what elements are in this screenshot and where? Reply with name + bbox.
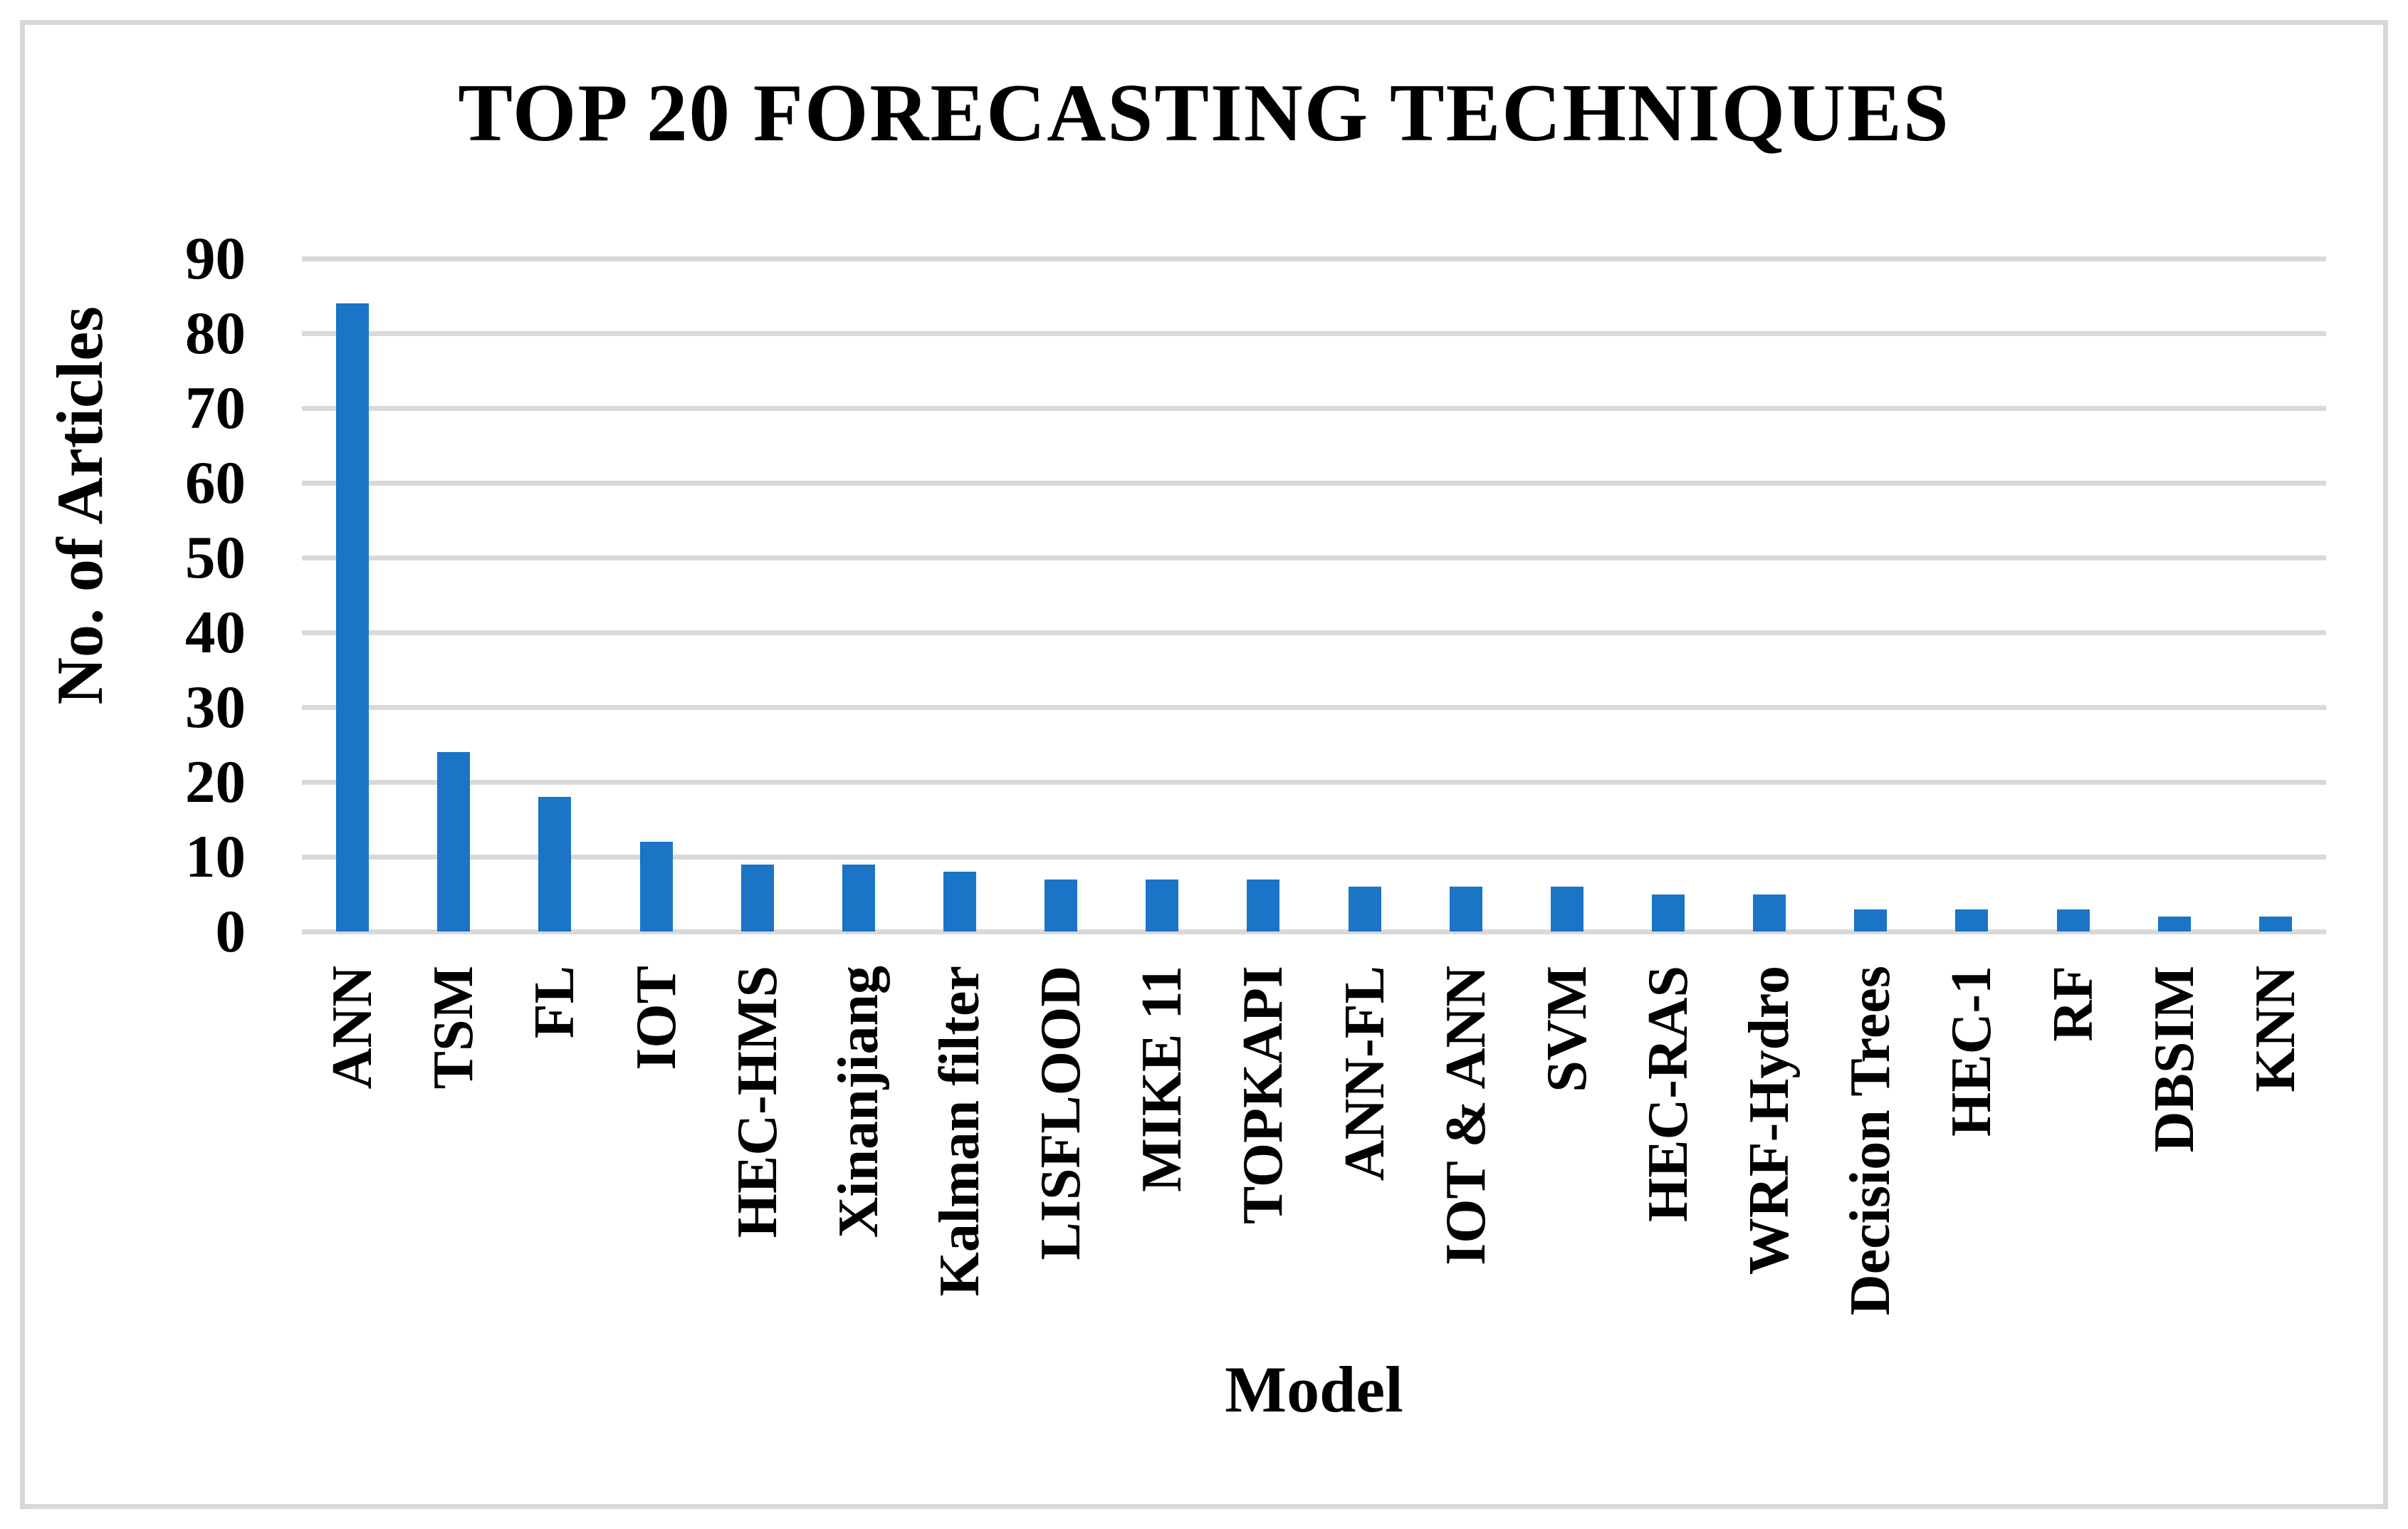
x-category-cell: TOPKAPI: [1213, 966, 1314, 1393]
y-tick-label-50: 50: [185, 523, 246, 591]
y-tick-label-0: 0: [215, 897, 246, 965]
x-category-cell: Xinanjiang: [808, 966, 909, 1393]
bar-kalman-filter: [943, 872, 976, 932]
y-tick-label-80: 80: [185, 299, 246, 367]
y-axis-tick-labels: 0 10 20 30 40 50 60 70 80 90: [71, 228, 246, 961]
bar-svm: [1550, 887, 1583, 932]
x-category-cell: Kalman filter: [909, 966, 1010, 1393]
x-category-cell: SVM: [1517, 966, 1618, 1393]
y-tick-label-90: 90: [185, 224, 246, 292]
x-category-cell: ANN: [302, 966, 403, 1393]
y-tick-label-40: 40: [185, 598, 246, 666]
gridline-y-90: [302, 256, 2326, 261]
x-category-cell: MIKE 11: [1111, 966, 1213, 1393]
x-category-cell: Decision Trees: [1820, 966, 1921, 1393]
gridline-y-60: [302, 480, 2326, 486]
y-tick-label-20: 20: [185, 748, 246, 815]
x-category-label: MIKE 11: [1131, 966, 1194, 1192]
x-category-label: FL: [523, 966, 587, 1039]
x-category-cell: TSM: [403, 966, 504, 1393]
bar-ann-fl: [1348, 887, 1381, 932]
bar-xinanjiang: [842, 864, 875, 932]
x-category-label: Xinanjiang: [827, 966, 890, 1238]
x-category-label: ANN-FL: [1333, 966, 1396, 1181]
x-category-cell: HEC-HMS: [707, 966, 808, 1393]
bar-ann: [336, 303, 370, 932]
x-category-cell: DBSIM: [2124, 966, 2225, 1393]
plot-area: [302, 256, 2326, 934]
bar-lisflood: [1045, 879, 1078, 932]
bar-iot-ann: [1449, 887, 1482, 932]
y-tick-label-30: 30: [185, 673, 246, 741]
x-category-label: IOT: [624, 966, 688, 1070]
x-category-label: HEC-HMS: [726, 966, 789, 1238]
x-axis-category-labels: ANN TSM FL IOT HEC-HMS Xinanjiang Kalman filte…: [302, 966, 2326, 1393]
bar-fl: [538, 797, 572, 932]
bar-tsm: [437, 752, 471, 932]
bar-rf: [2056, 909, 2090, 932]
x-category-label: RF: [2041, 966, 2105, 1042]
x-category-cell: ANN-FL: [1314, 966, 1415, 1393]
x-category-cell: IOT: [605, 966, 706, 1393]
x-category-label: TOPKAPI: [1232, 966, 1295, 1225]
x-category-label: LISFLOOD: [1030, 966, 1093, 1261]
x-category-cell: HEC-1: [1921, 966, 2022, 1393]
x-category-cell: FL: [504, 966, 605, 1393]
figure-border: [20, 20, 2388, 1509]
x-category-label: DBSIM: [2142, 966, 2206, 1153]
x-category-label: ANN: [321, 966, 384, 1090]
bar-wrf-hydro: [1753, 894, 1786, 932]
x-category-cell: LISFLOOD: [1010, 966, 1111, 1393]
bar-decision-trees: [1854, 909, 1888, 932]
gridline-y-50: [302, 555, 2326, 560]
x-category-cell: HEC-RAS: [1618, 966, 1719, 1393]
gridline-y-20: [302, 779, 2326, 785]
x-category-cell: RF: [2023, 966, 2124, 1393]
chart-title: TOP 20 FORECASTING TECHNIQUES: [458, 68, 1950, 158]
bar-knn: [2258, 917, 2292, 932]
x-category-cell: WRF-Hydro: [1719, 966, 1820, 1393]
x-category-label: IOT & ANN: [1434, 966, 1497, 1266]
x-category-label: HEC-1: [1940, 966, 2004, 1137]
gridline-y-10: [302, 854, 2326, 860]
bar-dbsim: [2157, 917, 2191, 932]
gridline-y-70: [302, 405, 2326, 411]
x-category-label: TSM: [422, 966, 486, 1090]
gridline-y-80: [302, 330, 2326, 336]
gridline-y-40: [302, 630, 2326, 635]
x-category-cell: IOT & ANN: [1415, 966, 1517, 1393]
x-category-label: SVM: [1535, 966, 1598, 1092]
x-category-label: WRF-Hydro: [1738, 966, 1801, 1275]
y-tick-label-10: 10: [185, 823, 246, 890]
x-category-label: Decision Trees: [1839, 966, 1902, 1316]
bar-hec-ras: [1652, 894, 1685, 932]
x-category-label: KNN: [2244, 966, 2307, 1092]
bar-hec-1: [1955, 909, 1989, 932]
y-tick-label-70: 70: [185, 374, 246, 442]
x-category-cell: KNN: [2225, 966, 2326, 1393]
bar-mike-11: [1146, 879, 1179, 932]
bar-hec-hms: [740, 864, 774, 932]
bar-topkapi: [1247, 879, 1280, 932]
x-category-label: Kalman filter: [928, 966, 991, 1297]
gridline-y-30: [302, 704, 2326, 710]
bar-iot: [639, 842, 673, 932]
x-axis-title: Model: [1225, 1353, 1403, 1426]
y-tick-label-60: 60: [185, 449, 246, 516]
x-category-label: HEC-RAS: [1637, 966, 1700, 1223]
gridline-y-0: [302, 929, 2326, 934]
